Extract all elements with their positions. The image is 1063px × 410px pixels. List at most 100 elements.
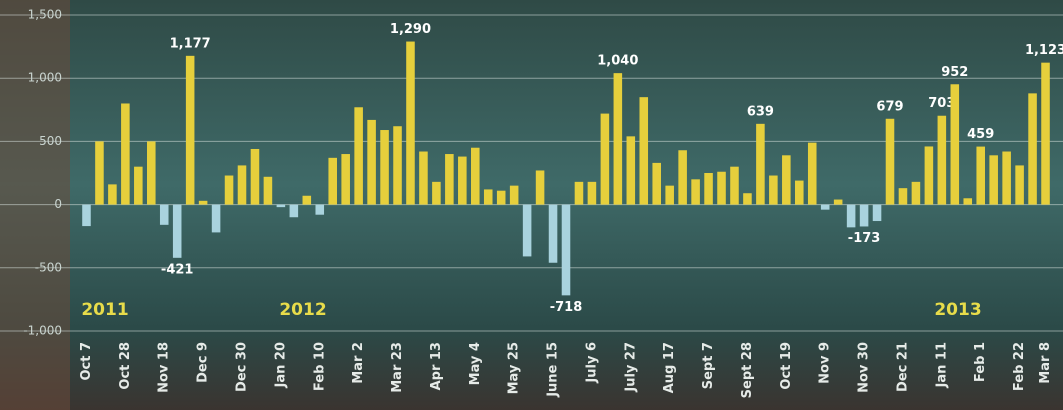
value-label: 952	[941, 65, 968, 80]
bar	[743, 193, 752, 204]
bar	[652, 163, 661, 205]
bar	[251, 149, 260, 205]
bar	[704, 173, 713, 205]
bar	[575, 182, 584, 205]
x-tick-label: Jan 11	[934, 342, 949, 388]
x-tick-label: Dec 21	[895, 342, 910, 392]
value-label: 1,040	[597, 54, 638, 69]
bar	[147, 141, 156, 204]
value-label: 459	[967, 127, 994, 142]
bar	[536, 170, 545, 204]
x-tick-label: June 15	[546, 342, 561, 398]
bar	[1015, 165, 1024, 204]
x-tick-label: July 6	[584, 342, 599, 384]
x-tick-label: Feb 10	[312, 342, 327, 391]
value-label: -421	[161, 262, 194, 277]
value-label: 1,290	[390, 22, 431, 37]
bar	[601, 114, 610, 205]
bar	[665, 186, 674, 205]
x-tick-label: Dec 30	[235, 342, 250, 392]
bar	[458, 157, 467, 205]
bar	[691, 179, 700, 204]
bar	[678, 150, 687, 204]
x-tick-label: July 27	[623, 342, 638, 393]
bar	[406, 42, 415, 205]
y-tick-label: 1,500	[28, 8, 62, 22]
bar	[562, 205, 571, 296]
bar	[639, 97, 648, 204]
x-tick-label: Nov 30	[857, 342, 872, 393]
bar	[341, 154, 350, 205]
bar	[367, 120, 376, 205]
y-tick-label: 1,000	[28, 71, 62, 85]
year-label: 2011	[81, 300, 128, 320]
bar	[510, 186, 519, 205]
bar	[951, 84, 960, 204]
bar	[419, 152, 428, 205]
bar	[445, 154, 454, 205]
x-tick-label: Aug 17	[662, 342, 677, 393]
bar	[95, 141, 104, 204]
bar	[432, 182, 441, 205]
bar	[821, 205, 830, 210]
bar	[860, 205, 869, 227]
x-tick-label: Feb 22	[1012, 342, 1027, 391]
bar	[290, 205, 299, 218]
bar	[173, 205, 182, 258]
year-label: 2013	[934, 300, 981, 320]
bar	[186, 56, 195, 205]
bar	[588, 182, 597, 205]
bar	[160, 205, 169, 225]
bar	[471, 148, 480, 205]
bar	[328, 158, 337, 205]
value-label: 1,123	[1025, 43, 1063, 58]
bar	[523, 205, 532, 257]
x-tick-label: Mar 2	[351, 342, 366, 384]
bar	[82, 205, 91, 226]
bar	[108, 184, 117, 204]
x-tick-label: Apr 13	[429, 342, 444, 390]
x-tick-label: Dec 9	[196, 342, 211, 383]
value-label: 679	[876, 99, 903, 114]
bar	[782, 155, 791, 204]
bar	[199, 201, 208, 205]
bar	[212, 205, 221, 233]
y-tick-label: 0	[54, 197, 62, 211]
bar	[730, 167, 739, 205]
bar	[1041, 63, 1050, 205]
bar	[1002, 152, 1011, 205]
x-tick-label: Feb 1	[973, 342, 988, 382]
bar	[976, 147, 985, 205]
value-label: 639	[747, 104, 774, 119]
x-tick-label: Mar 8	[1038, 342, 1053, 384]
value-label: -173	[848, 231, 881, 246]
bar	[303, 196, 312, 205]
bar	[354, 107, 363, 204]
bar	[134, 167, 143, 205]
x-tick-label: May 25	[507, 342, 522, 394]
x-tick-label: Sept 7	[701, 342, 716, 389]
bar	[277, 205, 286, 208]
bar	[614, 73, 623, 204]
bar	[315, 205, 324, 215]
x-tick-label: Jan 20	[273, 342, 288, 388]
bar	[717, 172, 726, 205]
bar	[989, 155, 998, 204]
bar	[912, 182, 921, 205]
bar	[756, 124, 765, 205]
bar	[769, 176, 778, 205]
year-label: 2012	[279, 300, 326, 320]
bar	[484, 189, 493, 204]
bar	[834, 200, 843, 205]
value-label: -718	[550, 300, 583, 315]
bar	[808, 143, 817, 205]
bar	[847, 205, 856, 228]
bar	[238, 165, 247, 204]
bar	[497, 191, 506, 205]
value-label: 1,177	[170, 36, 211, 51]
bar	[899, 188, 908, 204]
bar	[963, 198, 972, 204]
bar	[795, 181, 804, 205]
x-tick-label: Oct 28	[118, 342, 133, 390]
bar	[393, 126, 402, 204]
